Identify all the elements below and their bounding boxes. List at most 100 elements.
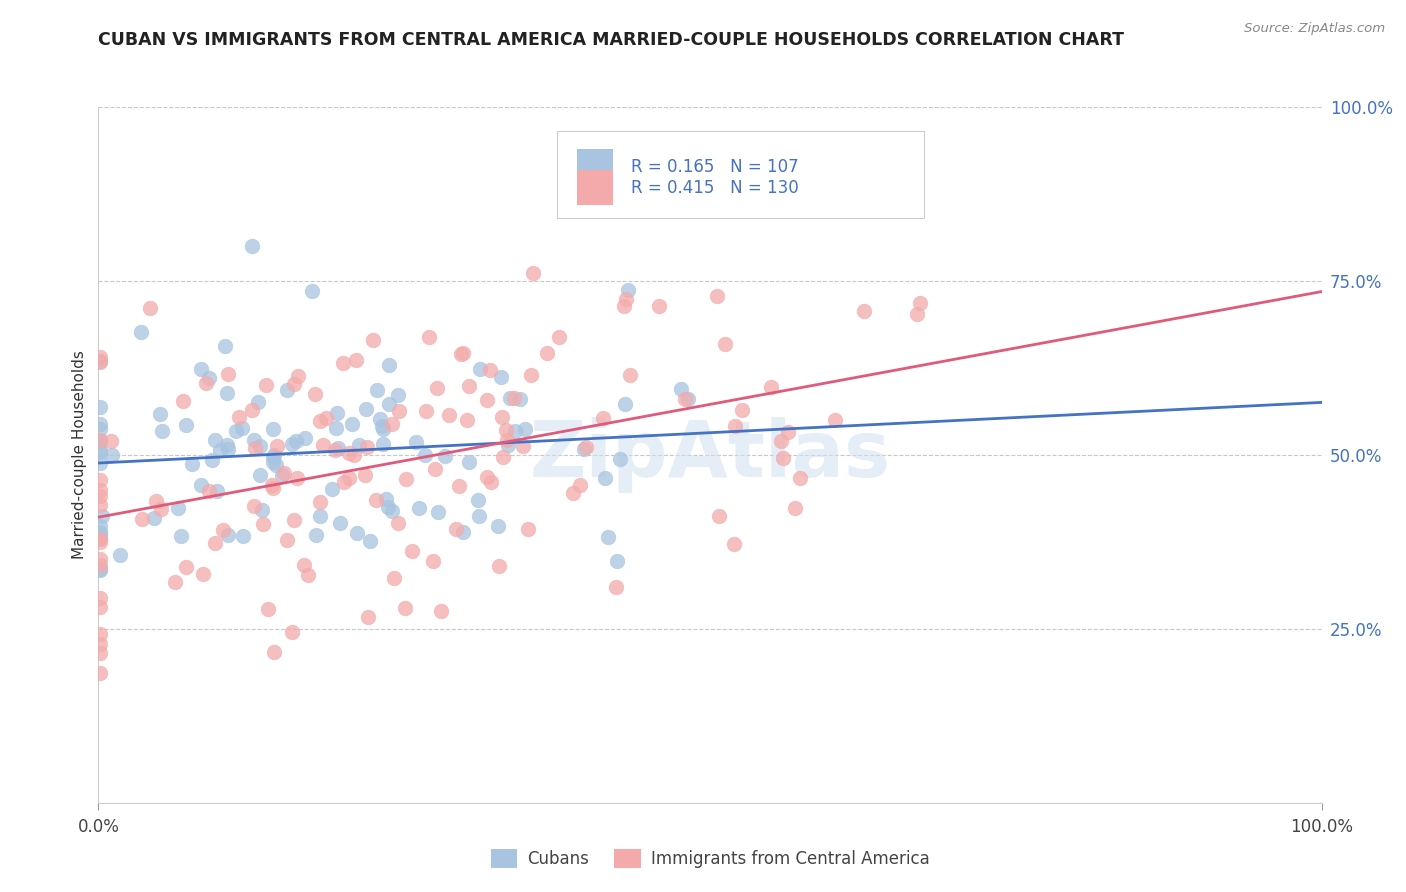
- Point: [905, 307, 928, 321]
- Point: [503, 391, 526, 405]
- Point: [346, 525, 368, 540]
- Point: [374, 491, 396, 506]
- Point: [110, 549, 132, 563]
- Point: [280, 437, 302, 451]
- Point: [467, 493, 489, 508]
- Point: [354, 402, 377, 417]
- Point: [89, 489, 111, 503]
- Point: [305, 527, 328, 541]
- FancyBboxPatch shape: [576, 170, 613, 205]
- Point: [89, 552, 111, 566]
- Point: [356, 440, 378, 454]
- Point: [605, 580, 627, 594]
- Point: [243, 433, 266, 447]
- Point: [676, 392, 699, 406]
- Point: [378, 396, 401, 410]
- Point: [263, 448, 285, 462]
- Point: [89, 532, 111, 546]
- Point: [225, 424, 247, 438]
- Point: [783, 501, 806, 516]
- Point: [250, 503, 273, 517]
- Point: [215, 437, 238, 451]
- Point: [190, 362, 212, 376]
- Point: [252, 517, 274, 532]
- Point: [349, 438, 371, 452]
- Point: [495, 423, 517, 437]
- Point: [486, 519, 509, 533]
- Point: [89, 535, 111, 549]
- Point: [271, 468, 294, 483]
- Text: R = 0.415   N = 130: R = 0.415 N = 130: [630, 178, 799, 197]
- Point: [89, 445, 111, 459]
- Point: [205, 484, 228, 499]
- Point: [89, 562, 111, 576]
- Point: [616, 283, 638, 297]
- Point: [408, 500, 430, 515]
- Point: [89, 637, 111, 651]
- Point: [89, 498, 111, 512]
- Point: [89, 354, 111, 368]
- Point: [852, 304, 875, 318]
- Point: [536, 346, 558, 360]
- Point: [371, 437, 394, 451]
- Legend: Cubans, Immigrants from Central America: Cubans, Immigrants from Central America: [484, 842, 936, 874]
- Point: [515, 422, 537, 436]
- Point: [228, 410, 250, 425]
- Point: [353, 467, 375, 482]
- Point: [287, 369, 309, 384]
- Point: [240, 239, 263, 253]
- Point: [149, 502, 172, 516]
- Point: [613, 396, 636, 410]
- Point: [89, 456, 111, 470]
- Point: [430, 604, 453, 618]
- Point: [731, 403, 754, 417]
- Point: [323, 442, 346, 457]
- Text: ZipAtlas: ZipAtlas: [530, 417, 890, 493]
- Text: R = 0.165   N = 107: R = 0.165 N = 107: [630, 158, 799, 176]
- Point: [340, 417, 363, 432]
- Point: [770, 434, 793, 449]
- Point: [724, 419, 747, 434]
- Point: [292, 558, 315, 572]
- Point: [321, 482, 343, 496]
- Point: [364, 492, 387, 507]
- Point: [198, 483, 221, 498]
- Point: [333, 475, 356, 489]
- Point: [257, 602, 280, 616]
- Point: [263, 645, 285, 659]
- Point: [522, 266, 544, 280]
- Point: [297, 568, 319, 582]
- Point: [89, 518, 111, 533]
- Point: [89, 646, 111, 660]
- Point: [312, 438, 335, 452]
- Point: [131, 512, 153, 526]
- Point: [495, 433, 517, 447]
- Point: [373, 422, 395, 436]
- Point: [89, 433, 111, 447]
- Point: [190, 477, 212, 491]
- FancyBboxPatch shape: [557, 131, 924, 219]
- Point: [301, 284, 323, 298]
- Point: [242, 499, 264, 513]
- Point: [149, 407, 172, 421]
- Point: [606, 554, 628, 568]
- Point: [479, 475, 502, 489]
- Text: Source: ZipAtlas.com: Source: ZipAtlas.com: [1244, 22, 1385, 36]
- Point: [381, 417, 404, 432]
- Point: [491, 409, 513, 424]
- Point: [423, 461, 446, 475]
- Point: [475, 393, 498, 408]
- Point: [89, 533, 111, 547]
- Point: [512, 439, 534, 453]
- Point: [89, 591, 111, 606]
- Point: [273, 466, 295, 480]
- Point: [145, 494, 167, 508]
- Point: [166, 500, 188, 515]
- Point: [231, 421, 253, 435]
- Point: [401, 544, 423, 558]
- Point: [434, 450, 457, 464]
- Point: [378, 358, 401, 372]
- Point: [326, 441, 349, 455]
- Point: [181, 457, 204, 471]
- Point: [304, 386, 326, 401]
